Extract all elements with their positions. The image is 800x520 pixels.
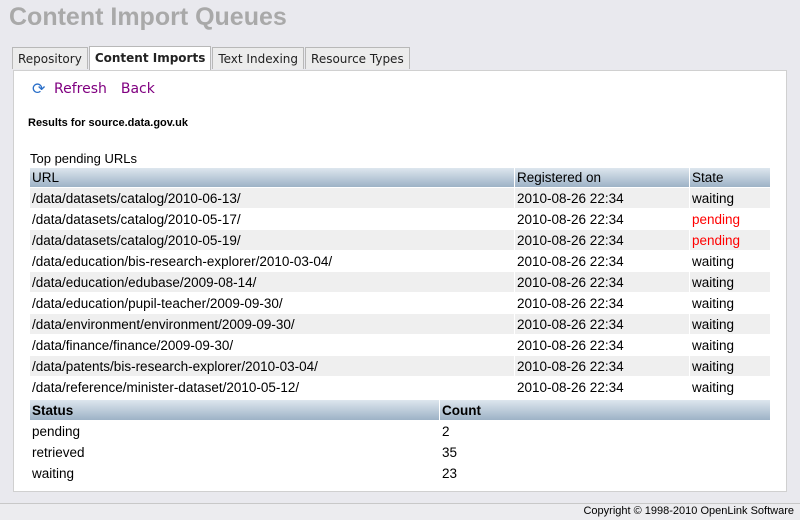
refresh-icon[interactable]: ⟳ <box>32 79 46 98</box>
cell-url: /data/education/pupil-teacher/2009-09-30… <box>32 295 283 311</box>
table-row: /data/datasets/catalog/2010-05-19/2010-0… <box>30 230 770 250</box>
status-table: Status Count pending 2 retrieved 35 waiting 2… <box>29 399 771 484</box>
cell-registered: 2010-08-26 22:34 <box>517 295 624 311</box>
cell-count: 2 <box>442 423 450 439</box>
cell-registered: 2010-08-26 22:34 <box>517 253 624 269</box>
cell-state: pending <box>692 211 741 227</box>
status-row: waiting 23 <box>30 463 770 483</box>
content-panel: ⟳ Refresh Back Results for source.data.g… <box>13 70 787 492</box>
status-row: pending 2 <box>30 421 770 441</box>
tab-resource-types[interactable]: Resource Types <box>305 47 410 69</box>
cell-state: waiting <box>690 356 770 376</box>
cell-registered: 2010-08-26 22:34 <box>515 188 689 208</box>
cell-registered: 2010-08-26 22:34 <box>515 356 689 376</box>
results-label: Results for source.data.gov.uk <box>28 117 188 129</box>
col-status: Status <box>30 400 439 420</box>
cell-url: /data/datasets/catalog/2010-05-17/ <box>32 211 241 227</box>
pending-title: Top pending URLs <box>30 151 137 166</box>
cell-status: pending <box>32 423 81 439</box>
cell-url: /data/environment/environment/2009-09-30… <box>30 314 514 334</box>
cell-url: /data/education/bis-research-explorer/20… <box>32 253 333 269</box>
cell-registered: 2010-08-26 22:34 <box>515 272 689 292</box>
table-row: /data/education/bis-research-explorer/20… <box>30 251 770 271</box>
table-row: /data/reference/minister-dataset/2010-05… <box>30 377 770 397</box>
cell-registered: 2010-08-26 22:34 <box>517 211 624 227</box>
page-title: Content Import Queues <box>9 3 287 31</box>
status-row: retrieved 35 <box>30 442 770 462</box>
refresh-link[interactable]: Refresh <box>54 81 107 97</box>
table-row: /data/education/pupil-teacher/2009-09-30… <box>30 293 770 313</box>
cell-state: waiting <box>692 295 735 311</box>
col-state: State <box>690 168 770 187</box>
cell-url: /data/patents/bis-research-explorer/2010… <box>30 356 514 376</box>
cell-state: waiting <box>692 253 735 269</box>
cell-registered: 2010-08-26 22:34 <box>517 337 624 353</box>
col-url: URL <box>30 168 514 187</box>
cell-count: 35 <box>442 444 458 460</box>
table-row: /data/education/edubase/2009-08-14/2010-… <box>30 272 770 292</box>
table-row: /data/datasets/catalog/2010-06-13/2010-0… <box>30 188 770 208</box>
col-count: Count <box>440 400 770 420</box>
copyright: Copyright © 1998-2010 OpenLink Software <box>583 505 794 517</box>
col-registered: Registered on <box>515 168 689 187</box>
cell-count: 23 <box>442 465 458 481</box>
cell-state: waiting <box>692 379 735 395</box>
table-row: /data/environment/environment/2009-09-30… <box>30 314 770 334</box>
cell-state: pending <box>690 230 770 250</box>
cell-registered: 2010-08-26 22:34 <box>515 314 689 334</box>
back-link[interactable]: Back <box>120 81 155 97</box>
footer: Copyright © 1998-2010 OpenLink Software <box>0 503 800 520</box>
cell-url: /data/datasets/catalog/2010-05-19/ <box>30 230 514 250</box>
cell-status: waiting <box>32 465 75 481</box>
pending-urls-table: URL Registered on State /data/datasets/c… <box>29 167 771 398</box>
cell-status: retrieved <box>32 444 85 460</box>
cell-url: /data/education/edubase/2009-08-14/ <box>30 272 514 292</box>
table-row: /data/patents/bis-research-explorer/2010… <box>30 356 770 376</box>
tab-repository[interactable]: Repository <box>12 47 88 69</box>
cell-state: waiting <box>692 337 735 353</box>
cell-state: waiting <box>690 188 770 208</box>
cell-state: waiting <box>690 272 770 292</box>
cell-url: /data/reference/minister-dataset/2010-05… <box>32 379 300 395</box>
tab-text-indexing[interactable]: Text Indexing <box>212 47 305 69</box>
cell-registered: 2010-08-26 22:34 <box>515 230 689 250</box>
cell-state: waiting <box>690 314 770 334</box>
tab-bar: Repository Content Imports Text Indexing… <box>12 46 410 70</box>
cell-registered: 2010-08-26 22:34 <box>517 379 624 395</box>
cell-url: /data/finance/finance/2009-09-30/ <box>32 337 234 353</box>
tab-content-imports[interactable]: Content Imports <box>88 46 212 70</box>
table-row: /data/datasets/catalog/2010-05-17/2010-0… <box>30 209 770 229</box>
cell-url: /data/datasets/catalog/2010-06-13/ <box>30 188 514 208</box>
table-row: /data/finance/finance/2009-09-30/2010-08… <box>30 335 770 355</box>
